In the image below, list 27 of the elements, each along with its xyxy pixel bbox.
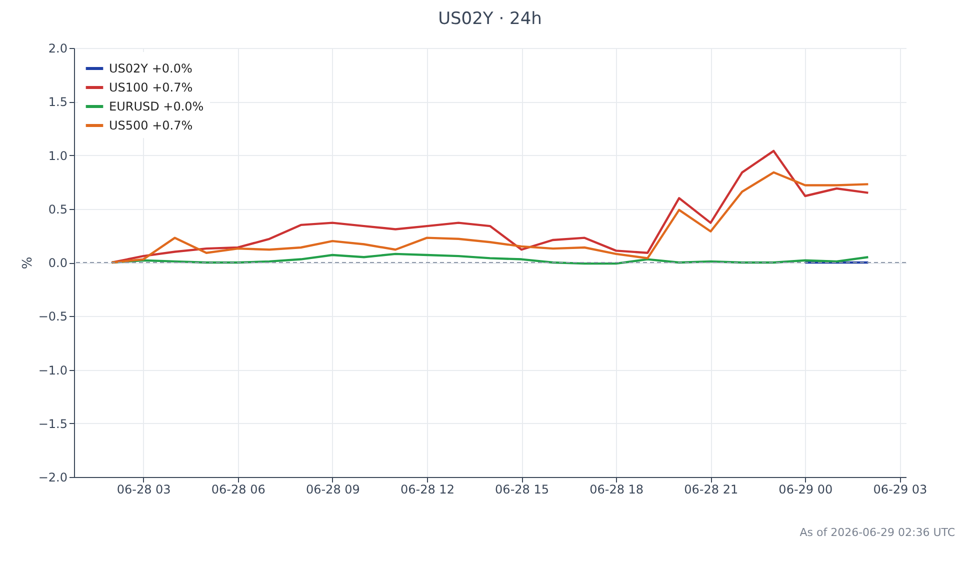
line-series: [110, 171, 870, 264]
y-tick-label: −1.0: [38, 363, 68, 378]
legend-label: US500 +0.7%: [109, 118, 193, 132]
x-tick-label: 06-28 21: [684, 482, 738, 496]
y-tick-label: −0.5: [38, 310, 68, 324]
x-tick-label: 06-29 00: [778, 482, 833, 496]
x-tick-label: 06-28 15: [495, 482, 549, 496]
legend-label: EURUSD +0.0%: [109, 100, 204, 114]
y-tick-label: 0.5: [48, 202, 68, 216]
y-tick-label: 1.0: [48, 148, 68, 163]
x-tick-label: 06-29 03: [873, 482, 928, 496]
y-tick-label: −1.5: [38, 416, 68, 431]
x-tick-label: 06-28 12: [400, 482, 454, 496]
x-tick-label: 06-28 06: [211, 482, 266, 496]
chart-title: US02Y · 24h: [438, 9, 542, 29]
y-tick-label: 1.5: [48, 95, 68, 110]
y-tick-label: −2.0: [38, 470, 68, 484]
y-tick-label: 0.0: [48, 256, 68, 270]
legend-label: US100 +0.7%: [109, 80, 193, 94]
y-tick-label: 2.0: [48, 42, 68, 56]
line-series: [110, 150, 870, 264]
y-axis-title: %: [20, 256, 36, 270]
text: As of 2026-06-29 02:36 UTC: [800, 526, 955, 539]
x-tick-label: 06-28 18: [590, 482, 644, 496]
x-tick-label: 06-28 09: [306, 482, 360, 496]
x-tick-label: 06-28 03: [116, 482, 171, 496]
legend-label: US02Y +0.0%: [109, 62, 192, 76]
